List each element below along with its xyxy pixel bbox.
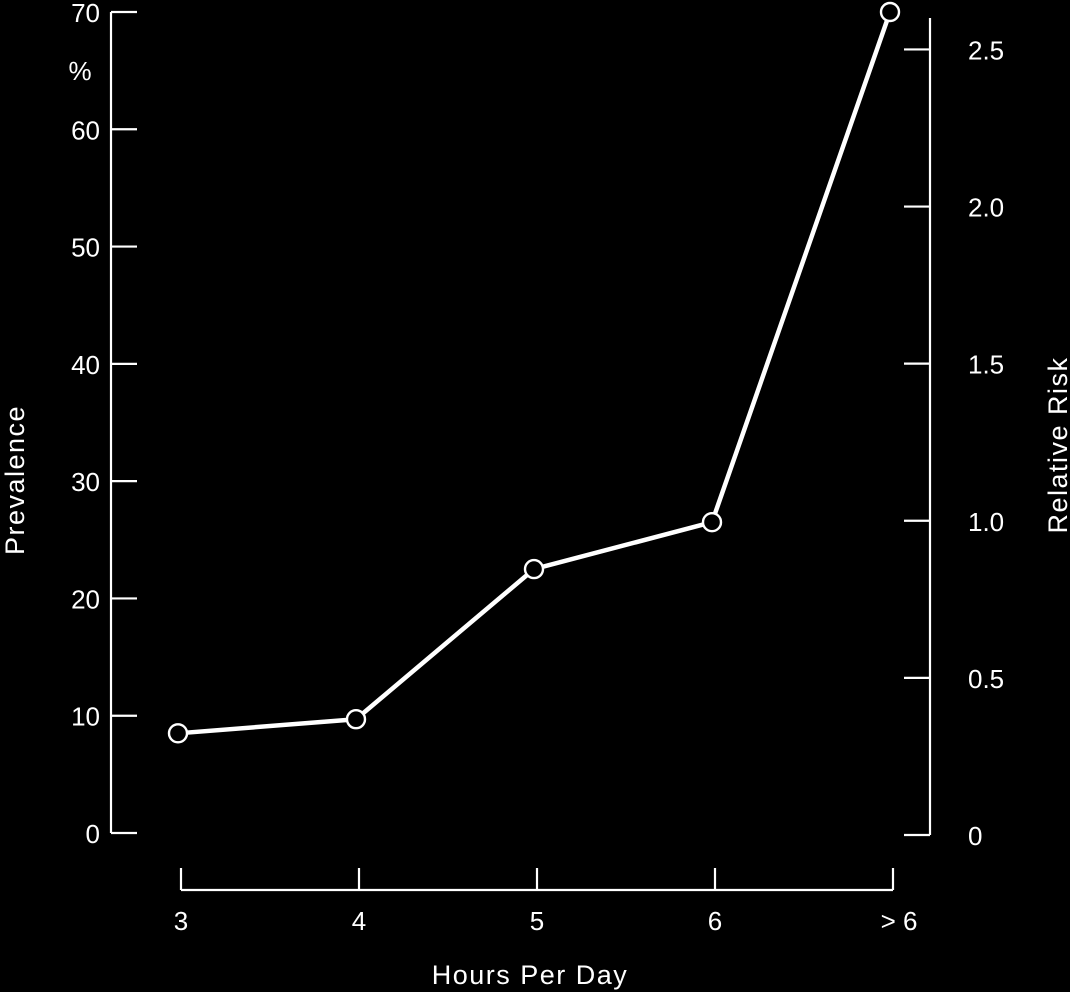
right-y-tick-label: 1.0 <box>968 507 1004 537</box>
right-y-tick-label: 2.0 <box>968 193 1004 223</box>
right-y-tick-label: 2.5 <box>968 35 1004 65</box>
right-y-tick-label: 0.5 <box>968 664 1004 694</box>
right-y-ticks: 0 0.5 1.0 1.5 2.0 2.5 <box>904 35 1004 851</box>
x-axis-title: Hours Per Day <box>432 960 629 990</box>
left-y-tick-label: 40 <box>71 350 100 380</box>
right-y-tick-label: 0 <box>968 821 982 851</box>
left-y-tick-label: 60 <box>71 115 100 145</box>
right-y-axis-title: Relative Risk <box>1043 356 1070 533</box>
left-y-tick-label: 10 <box>71 702 100 732</box>
x-tick-label: > 6 <box>881 906 918 936</box>
left-y-ticks: 0 10 20 30 40 50 60 70 <box>71 0 137 849</box>
left-y-tick-label: 50 <box>71 233 100 263</box>
x-tick-label: 5 <box>530 906 544 936</box>
left-y-tick-label: 70 <box>71 0 100 28</box>
series-line <box>177 11 893 736</box>
data-point <box>523 558 545 580</box>
x-axis: 3 4 5 6 > 6 <box>174 868 918 936</box>
x-ticks: 3 4 5 6 > 6 <box>174 868 918 936</box>
left-y-axis-title: Prevalence <box>0 405 30 555</box>
right-y-axis: 0 0.5 1.0 1.5 2.0 2.5 <box>904 18 1004 851</box>
left-y-tick-label: 0 <box>86 819 100 849</box>
series <box>167 1 901 744</box>
data-point <box>345 709 367 730</box>
x-tick-label: 4 <box>352 906 366 936</box>
data-point <box>701 511 723 533</box>
x-tick-label: 6 <box>708 906 722 936</box>
right-y-tick-label: 1.5 <box>968 350 1004 380</box>
left-y-tick-label: 30 <box>71 467 100 497</box>
left-y-tick-label: 20 <box>71 584 100 614</box>
x-tick-label: 3 <box>174 906 188 936</box>
left-y-unit-label: % <box>68 56 91 86</box>
data-point <box>879 1 901 23</box>
left-y-axis: 0 10 20 30 40 50 60 70 <box>71 0 137 849</box>
data-point <box>167 723 189 744</box>
